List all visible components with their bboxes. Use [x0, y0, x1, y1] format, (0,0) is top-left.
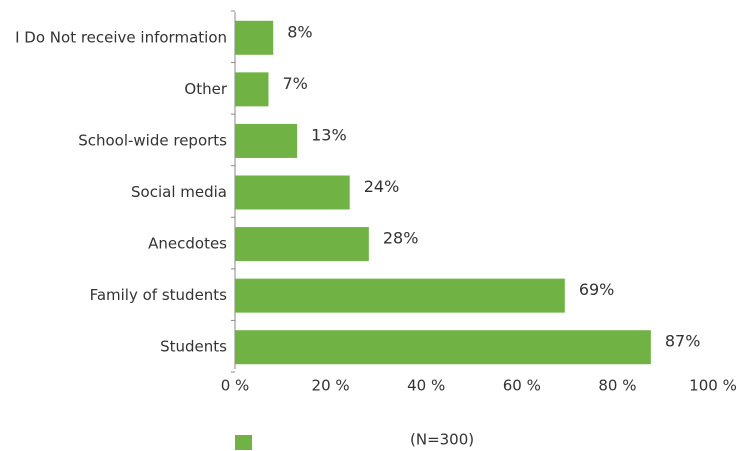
bar: [235, 227, 369, 262]
value-label: 13%: [311, 125, 347, 144]
x-tick-label: 20 %: [312, 377, 350, 395]
x-tick-label: 80 %: [598, 377, 636, 395]
value-label: 87%: [665, 332, 701, 351]
x-tick-label: 0 %: [221, 377, 250, 395]
y-tick-label: Students: [160, 338, 227, 356]
bar: [235, 175, 350, 210]
bar: [235, 330, 651, 365]
y-tick-label: Other: [184, 80, 227, 98]
x-tick-label: 40 %: [407, 377, 445, 395]
bar: [235, 20, 274, 55]
y-tick-label: I Do Not receive information: [15, 28, 227, 46]
legend-swatch: [235, 435, 252, 450]
annotation: (N=300): [410, 431, 474, 449]
bar: [235, 72, 269, 107]
bar: [235, 123, 298, 158]
value-label: 24%: [364, 177, 400, 196]
y-tick-label: Anecdotes: [148, 235, 227, 253]
y-tick-label: Social media: [131, 183, 227, 201]
value-label: 28%: [383, 229, 419, 248]
y-tick-label: School-wide reports: [78, 131, 227, 149]
y-tick-label: Family of students: [90, 286, 228, 304]
value-label: 7%: [282, 74, 307, 93]
value-label: 8%: [287, 22, 312, 41]
x-tick-label: 100 %: [689, 377, 737, 395]
value-label: 69%: [579, 280, 615, 299]
x-tick-label: 60 %: [503, 377, 541, 395]
bar: [235, 278, 565, 313]
